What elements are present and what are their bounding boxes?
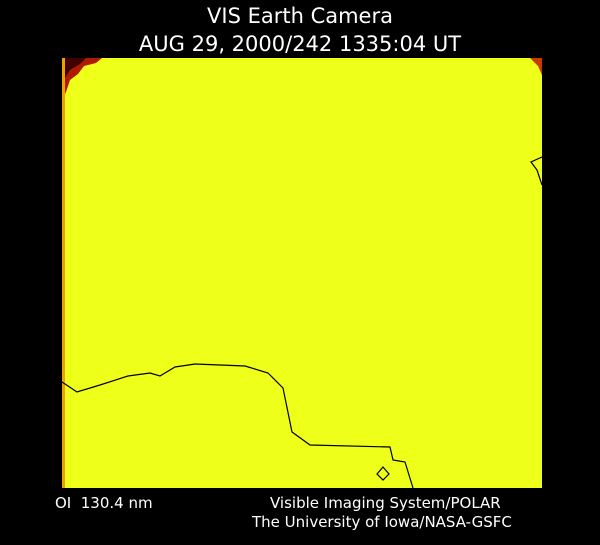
camera-image [61, 58, 543, 489]
island [376, 466, 390, 481]
timestamp: AUG 29, 2000/242 1335:04 UT [139, 32, 461, 56]
instrument-label: Visible Imaging System/POLAR [270, 494, 501, 512]
title: VIS Earth Camera [207, 4, 393, 28]
coastline [61, 363, 414, 489]
dark-edge [530, 58, 542, 75]
left-edge [62, 58, 65, 488]
image-field [62, 58, 542, 488]
dark-corner-core [62, 58, 86, 82]
institution-label: The University of Iowa/NASA-GSFC [251, 513, 512, 531]
coastline-right [530, 156, 543, 186]
filter-label: OI 130.4 nm [55, 494, 153, 512]
